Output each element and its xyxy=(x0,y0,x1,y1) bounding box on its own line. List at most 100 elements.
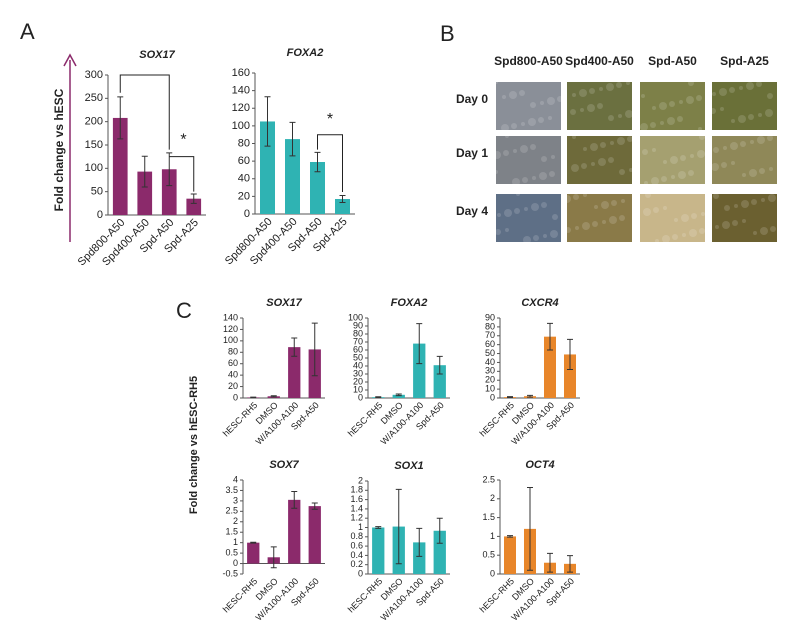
y-tick-label: 1.6 xyxy=(350,494,363,504)
error-bar xyxy=(289,121,296,157)
texture xyxy=(770,226,776,232)
texture xyxy=(493,151,501,159)
y-tick-label: 80 xyxy=(353,328,363,338)
texture xyxy=(557,96,563,102)
bar xyxy=(288,499,301,564)
bar xyxy=(310,162,325,214)
texture xyxy=(691,213,697,219)
micrograph xyxy=(640,194,705,242)
y-tick-label: 4 xyxy=(233,474,238,484)
texture xyxy=(670,156,678,164)
texture xyxy=(682,233,686,237)
texture xyxy=(757,136,765,144)
texture xyxy=(696,95,702,101)
error-bar xyxy=(527,394,533,398)
y-tick-label: 250 xyxy=(85,92,103,104)
error-bar xyxy=(547,552,553,573)
texture xyxy=(767,93,773,99)
y-tick-label: 40 xyxy=(353,360,363,370)
chart-title: CXCR4 xyxy=(521,297,558,309)
texture xyxy=(710,108,716,114)
y-tick-label: 0 xyxy=(490,568,495,578)
texture xyxy=(550,230,558,238)
texture xyxy=(713,147,719,153)
y-tick-label: 2.5 xyxy=(225,506,238,516)
y-tick-label: 90 xyxy=(485,312,495,322)
bar xyxy=(112,117,128,215)
texture xyxy=(617,137,625,145)
y-tick-label: 60 xyxy=(353,344,363,354)
row-header: Day 4 xyxy=(456,204,488,218)
texture xyxy=(512,178,520,186)
texture xyxy=(681,214,689,222)
bracket xyxy=(169,156,195,192)
texture xyxy=(513,149,517,153)
texture xyxy=(672,234,678,240)
bar xyxy=(392,394,405,398)
y-tick-label: 1 xyxy=(233,537,238,547)
texture xyxy=(697,150,705,158)
micrograph xyxy=(640,82,705,130)
error-bar xyxy=(507,396,513,399)
texture xyxy=(715,225,719,229)
y-tick-label: 1.5 xyxy=(225,527,238,537)
chart-title: SOX17 xyxy=(266,297,302,309)
texture xyxy=(720,107,724,111)
y-tick-label: 120 xyxy=(223,324,238,334)
texture xyxy=(583,147,587,151)
texture xyxy=(589,88,595,94)
texture xyxy=(626,81,630,85)
texture xyxy=(756,81,762,87)
error-bar xyxy=(190,193,197,204)
error-bar xyxy=(291,490,298,509)
texture xyxy=(746,82,754,90)
texture xyxy=(609,216,617,224)
texture xyxy=(601,201,609,209)
y-tick-label: 1.8 xyxy=(350,485,363,495)
texture xyxy=(677,116,683,122)
texture xyxy=(516,192,520,196)
texture xyxy=(653,207,659,213)
error-bar xyxy=(375,526,382,529)
texture xyxy=(509,91,517,99)
texture xyxy=(594,205,598,209)
y-tick-label: 20 xyxy=(238,190,250,202)
texture xyxy=(731,119,735,123)
texture xyxy=(650,122,656,128)
y-tick-label: 100 xyxy=(348,312,363,322)
texture xyxy=(522,177,528,183)
y-tick-label: 200 xyxy=(85,116,103,128)
texture xyxy=(530,144,536,150)
texture xyxy=(548,116,552,120)
texture xyxy=(504,209,512,217)
texture xyxy=(611,200,617,206)
texture xyxy=(592,221,598,227)
texture xyxy=(655,239,659,243)
texture xyxy=(511,123,517,129)
error-bar xyxy=(395,393,402,397)
y-tick-label: 0.5 xyxy=(225,547,238,557)
error-bar xyxy=(270,546,277,569)
texture xyxy=(724,205,730,211)
y-tick-label: 60 xyxy=(228,358,238,368)
micrograph xyxy=(496,136,561,184)
texture xyxy=(531,203,539,211)
texture xyxy=(519,90,525,96)
y-tick-label: 0 xyxy=(358,392,363,402)
y-tick-label: 3 xyxy=(233,495,238,505)
panel-label: A xyxy=(20,19,35,44)
y-tick-label: 0 xyxy=(97,209,103,221)
y-tick-label: 0 xyxy=(233,558,238,568)
y-tick-label: 40 xyxy=(238,173,250,185)
bar xyxy=(308,506,321,564)
y-tick-label: 40 xyxy=(485,357,495,367)
texture xyxy=(711,163,719,171)
texture xyxy=(699,228,705,234)
texture xyxy=(572,135,576,139)
y-tick-label: 70 xyxy=(353,336,363,346)
chart-title: SOX7 xyxy=(269,459,299,471)
texture xyxy=(495,229,501,235)
texture xyxy=(738,115,746,123)
texture xyxy=(674,218,678,222)
